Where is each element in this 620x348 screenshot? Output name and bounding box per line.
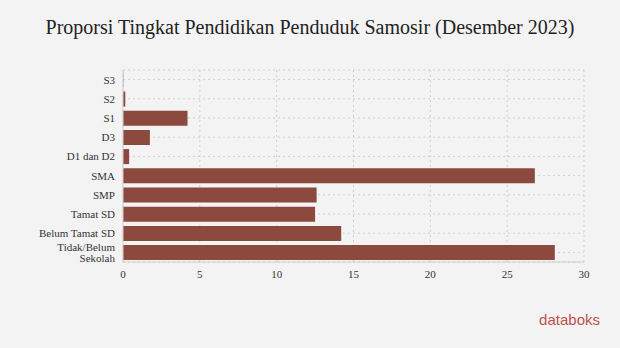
svg-text:SMP: SMP (93, 189, 115, 201)
svg-text:30: 30 (579, 268, 591, 280)
svg-text:Tamat SD: Tamat SD (71, 208, 115, 220)
svg-text:D3: D3 (102, 131, 116, 143)
svg-text:S3: S3 (103, 74, 115, 86)
html-text:databoks: databoks (539, 311, 600, 328)
svg-text:15: 15 (348, 268, 360, 280)
svg-text:25: 25 (502, 268, 514, 280)
svg-text:D1 dan D2: D1 dan D2 (67, 150, 115, 162)
html-text:Proporsi Tingkat Pendidikan Pe: Proporsi Tingkat Pendidikan Penduduk Sam… (45, 16, 575, 38)
svg-text:Tidak/BelumSekolah: Tidak/BelumSekolah (57, 241, 115, 264)
svg-text:Belum Tamat SD: Belum Tamat SD (39, 227, 115, 239)
svg-text:10: 10 (271, 268, 283, 280)
svg-text:20: 20 (425, 268, 437, 280)
svg-text:5: 5 (197, 268, 203, 280)
svg-text:S2: S2 (103, 93, 115, 105)
svg-text:SMA: SMA (91, 170, 115, 182)
svg-text:0: 0 (120, 268, 126, 280)
svg-text:S1: S1 (103, 112, 115, 124)
